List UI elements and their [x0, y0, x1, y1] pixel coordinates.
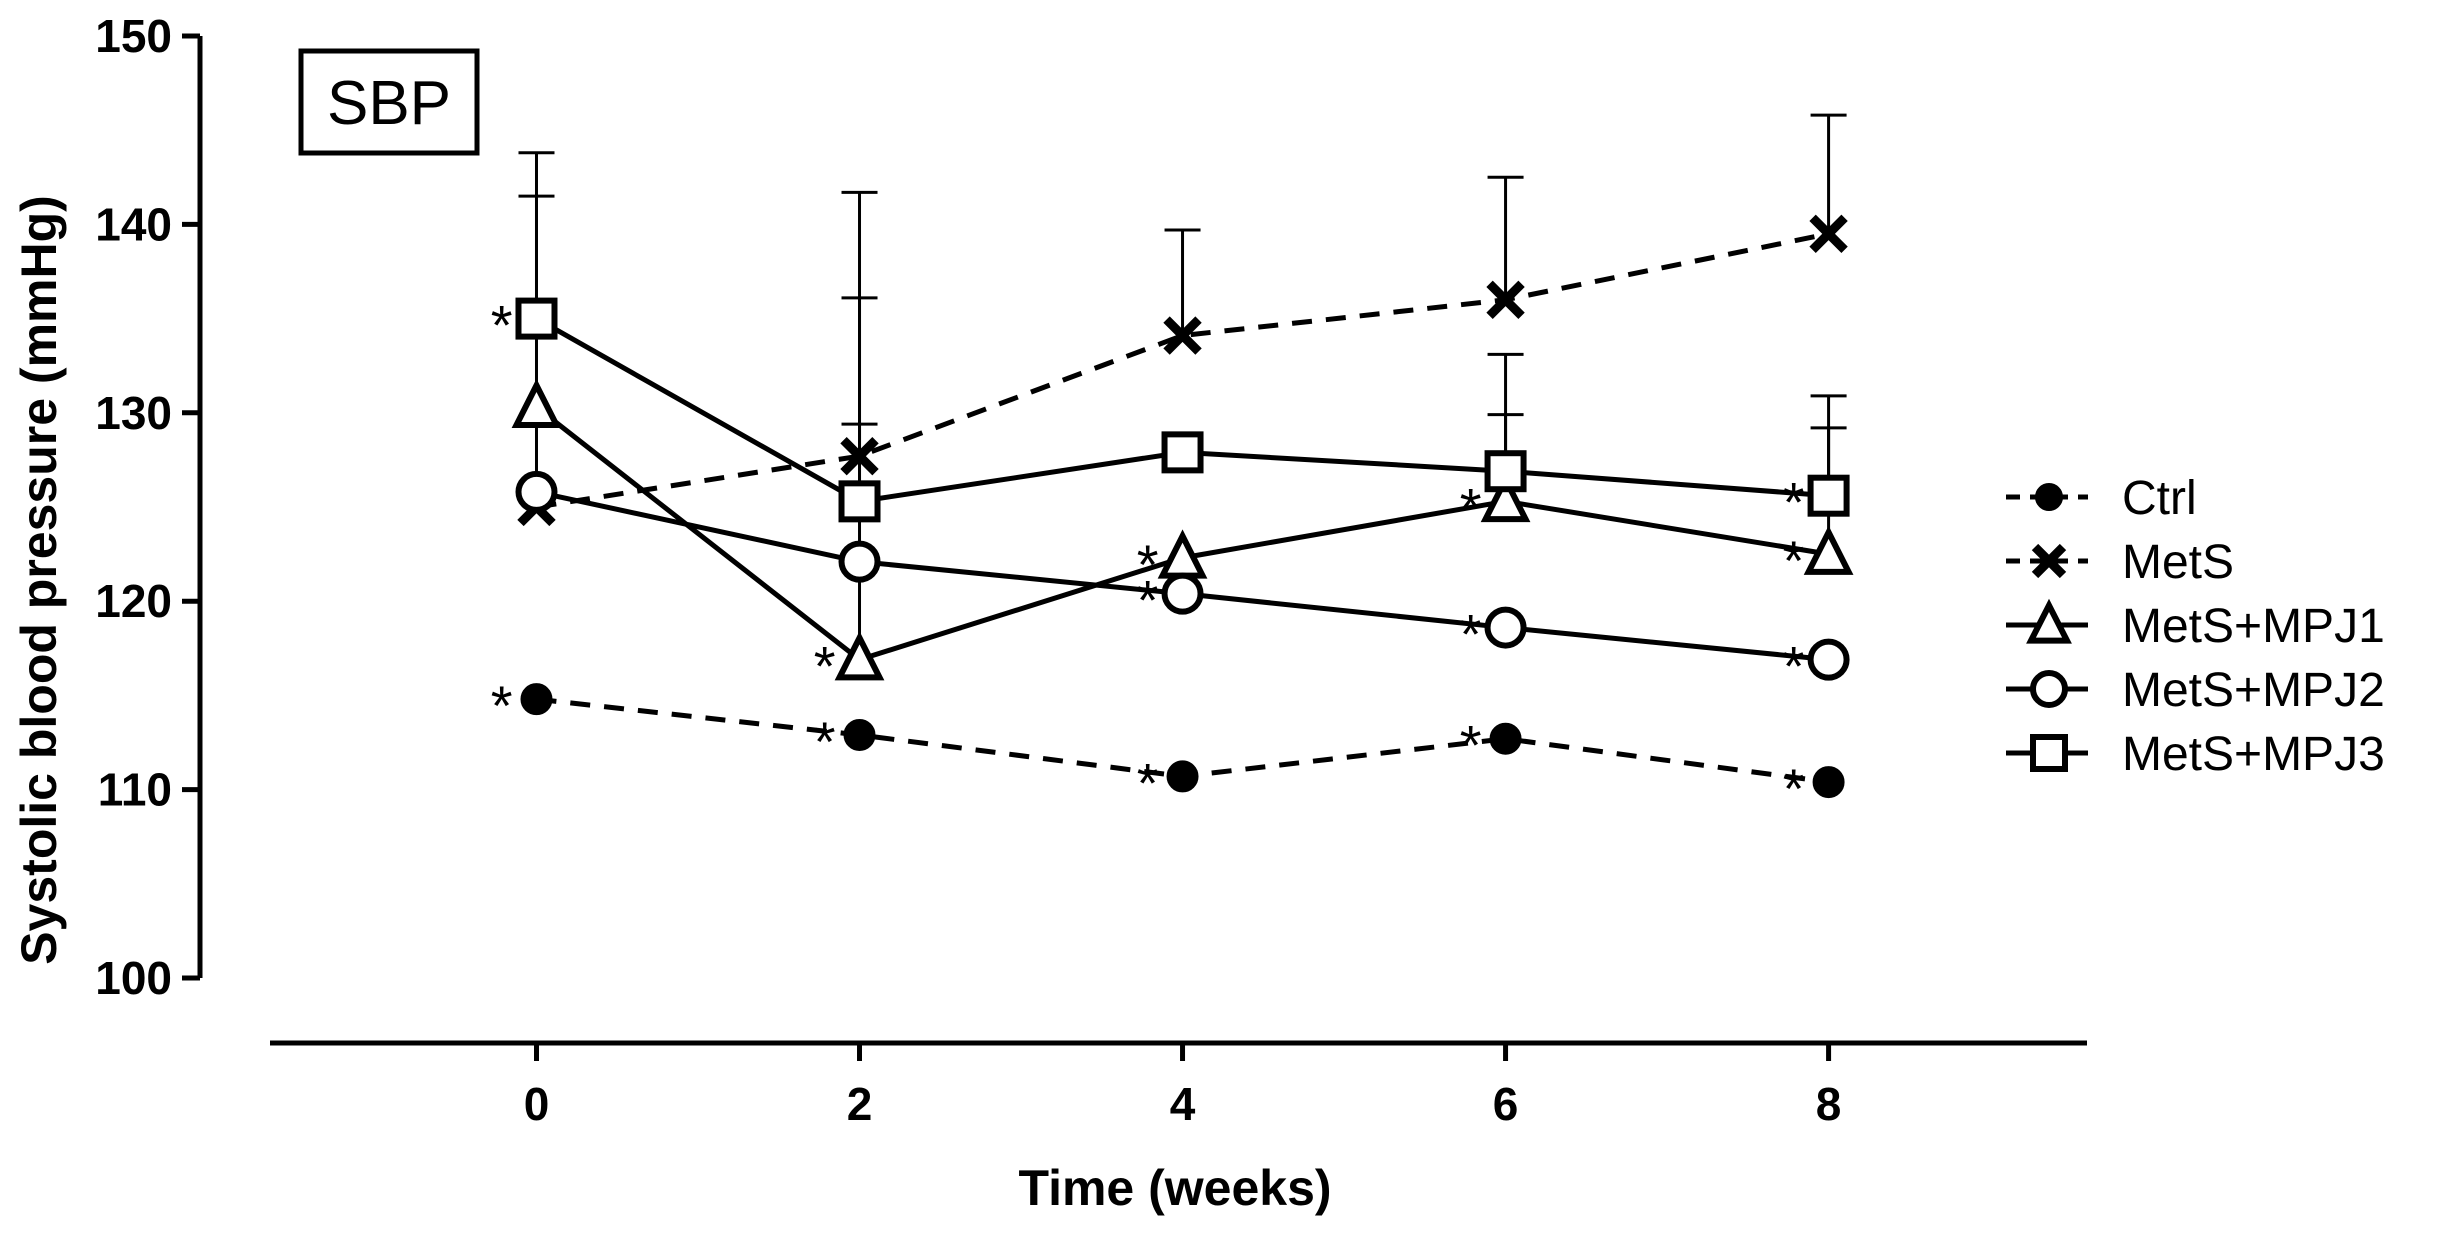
- point-ctrl: [520, 683, 553, 716]
- point-mets-mpj2: [515, 470, 558, 513]
- point-mets: [1163, 316, 1202, 355]
- point-mets: [840, 436, 879, 476]
- point-mets-mpj3: [838, 480, 881, 523]
- point-mets-mpj1: [1480, 472, 1531, 523]
- x-tick-label: 8: [1816, 1078, 1842, 1130]
- point-mets-mpj3: [1484, 450, 1527, 493]
- significance-star: *: [1460, 714, 1482, 777]
- legend-marker: [2035, 483, 2063, 511]
- significance-star: *: [1783, 757, 1805, 820]
- x-tick-label: 4: [1170, 1078, 1196, 1130]
- significance-star: *: [814, 635, 836, 698]
- significance-star: *: [1783, 471, 1805, 534]
- x-axis: 0 2 4 6 8: [270, 1040, 2087, 1130]
- x-tick-label: 2: [847, 1078, 873, 1130]
- significance-star: *: [814, 710, 836, 773]
- x-axis-title: Time (weeks): [1018, 1160, 1331, 1216]
- series-line-mets-mpj3: [535, 316, 1829, 504]
- legend-label: MetS+MPJ2: [2122, 664, 2385, 717]
- point-mets-mpj2: [1161, 572, 1204, 615]
- significance-star: *: [1783, 529, 1805, 592]
- point-mets-mpj2: [1807, 638, 1850, 681]
- point-mets-mpj1: [511, 378, 562, 428]
- significance-star: *: [1460, 476, 1482, 539]
- point-ctrl: [843, 718, 876, 751]
- significance-star: *: [1137, 569, 1159, 632]
- significance-star: *: [1783, 635, 1805, 698]
- point-mets: [1809, 214, 1848, 254]
- point-mets: [1486, 280, 1525, 319]
- legend-item-mets: MetS: [2006, 536, 2234, 589]
- significance-star: *: [1137, 533, 1159, 596]
- series-line-mets: [536, 231, 1830, 510]
- point-mets-mpj2: [1484, 606, 1527, 649]
- legend-marker: [2031, 543, 2067, 579]
- legend-item-ctrl: Ctrl: [2006, 472, 2197, 525]
- legend-marker: [2026, 598, 2072, 644]
- y-tick-label: 150: [95, 10, 172, 62]
- point-mets-mpj3: [1161, 431, 1204, 474]
- legend-marker: [2030, 670, 2068, 708]
- point-mets-mpj1: [1803, 525, 1854, 575]
- legend-label: MetS+MPJ3: [2122, 728, 2385, 781]
- legend: Ctrl MetS MetS+MPJ1 MetS+MPJ2 MetS+MPJ3: [2006, 472, 2385, 781]
- point-ctrl: [1812, 766, 1845, 799]
- x-tick-label: 0: [524, 1078, 550, 1130]
- legend-item-mets-mpj1: MetS+MPJ1: [2006, 598, 2385, 653]
- y-axis: 100 110 120 130 140 150: [95, 10, 203, 1004]
- legend-label: MetS+MPJ1: [2122, 600, 2385, 653]
- panel-label: SBP: [327, 69, 451, 138]
- legend-label: Ctrl: [2122, 472, 2197, 525]
- significance-star: *: [491, 294, 513, 357]
- point-mets-mpj2: [838, 540, 881, 583]
- point-ctrl: [1166, 760, 1199, 793]
- x-tick-label: 6: [1493, 1078, 1519, 1130]
- y-axis-title: Systolic blood pressure (mmHg): [11, 195, 67, 965]
- significance-star: *: [491, 674, 513, 737]
- y-tick-label: 100: [95, 952, 172, 1004]
- y-tick-label: 120: [95, 575, 172, 627]
- legend-item-mets-mpj3: MetS+MPJ3: [2006, 728, 2385, 781]
- legend-marker: [2030, 734, 2068, 772]
- significance-star: *: [1460, 603, 1482, 666]
- point-mets-mpj3: [1807, 474, 1850, 517]
- series-markers: [511, 214, 1854, 799]
- point-mets-mpj1: [834, 631, 885, 681]
- legend-label: MetS: [2122, 536, 2234, 589]
- y-tick-label: 140: [95, 198, 172, 250]
- significance-star: *: [1137, 751, 1159, 814]
- point-mets-mpj3: [515, 297, 558, 340]
- significance-stars: **************: [491, 294, 1805, 820]
- legend-item-mets-mpj2: MetS+MPJ2: [2006, 664, 2385, 717]
- point-ctrl: [1489, 722, 1522, 755]
- y-tick-label: 110: [98, 764, 172, 816]
- panel-label-box: [298, 48, 480, 156]
- y-tick-label: 130: [95, 387, 172, 439]
